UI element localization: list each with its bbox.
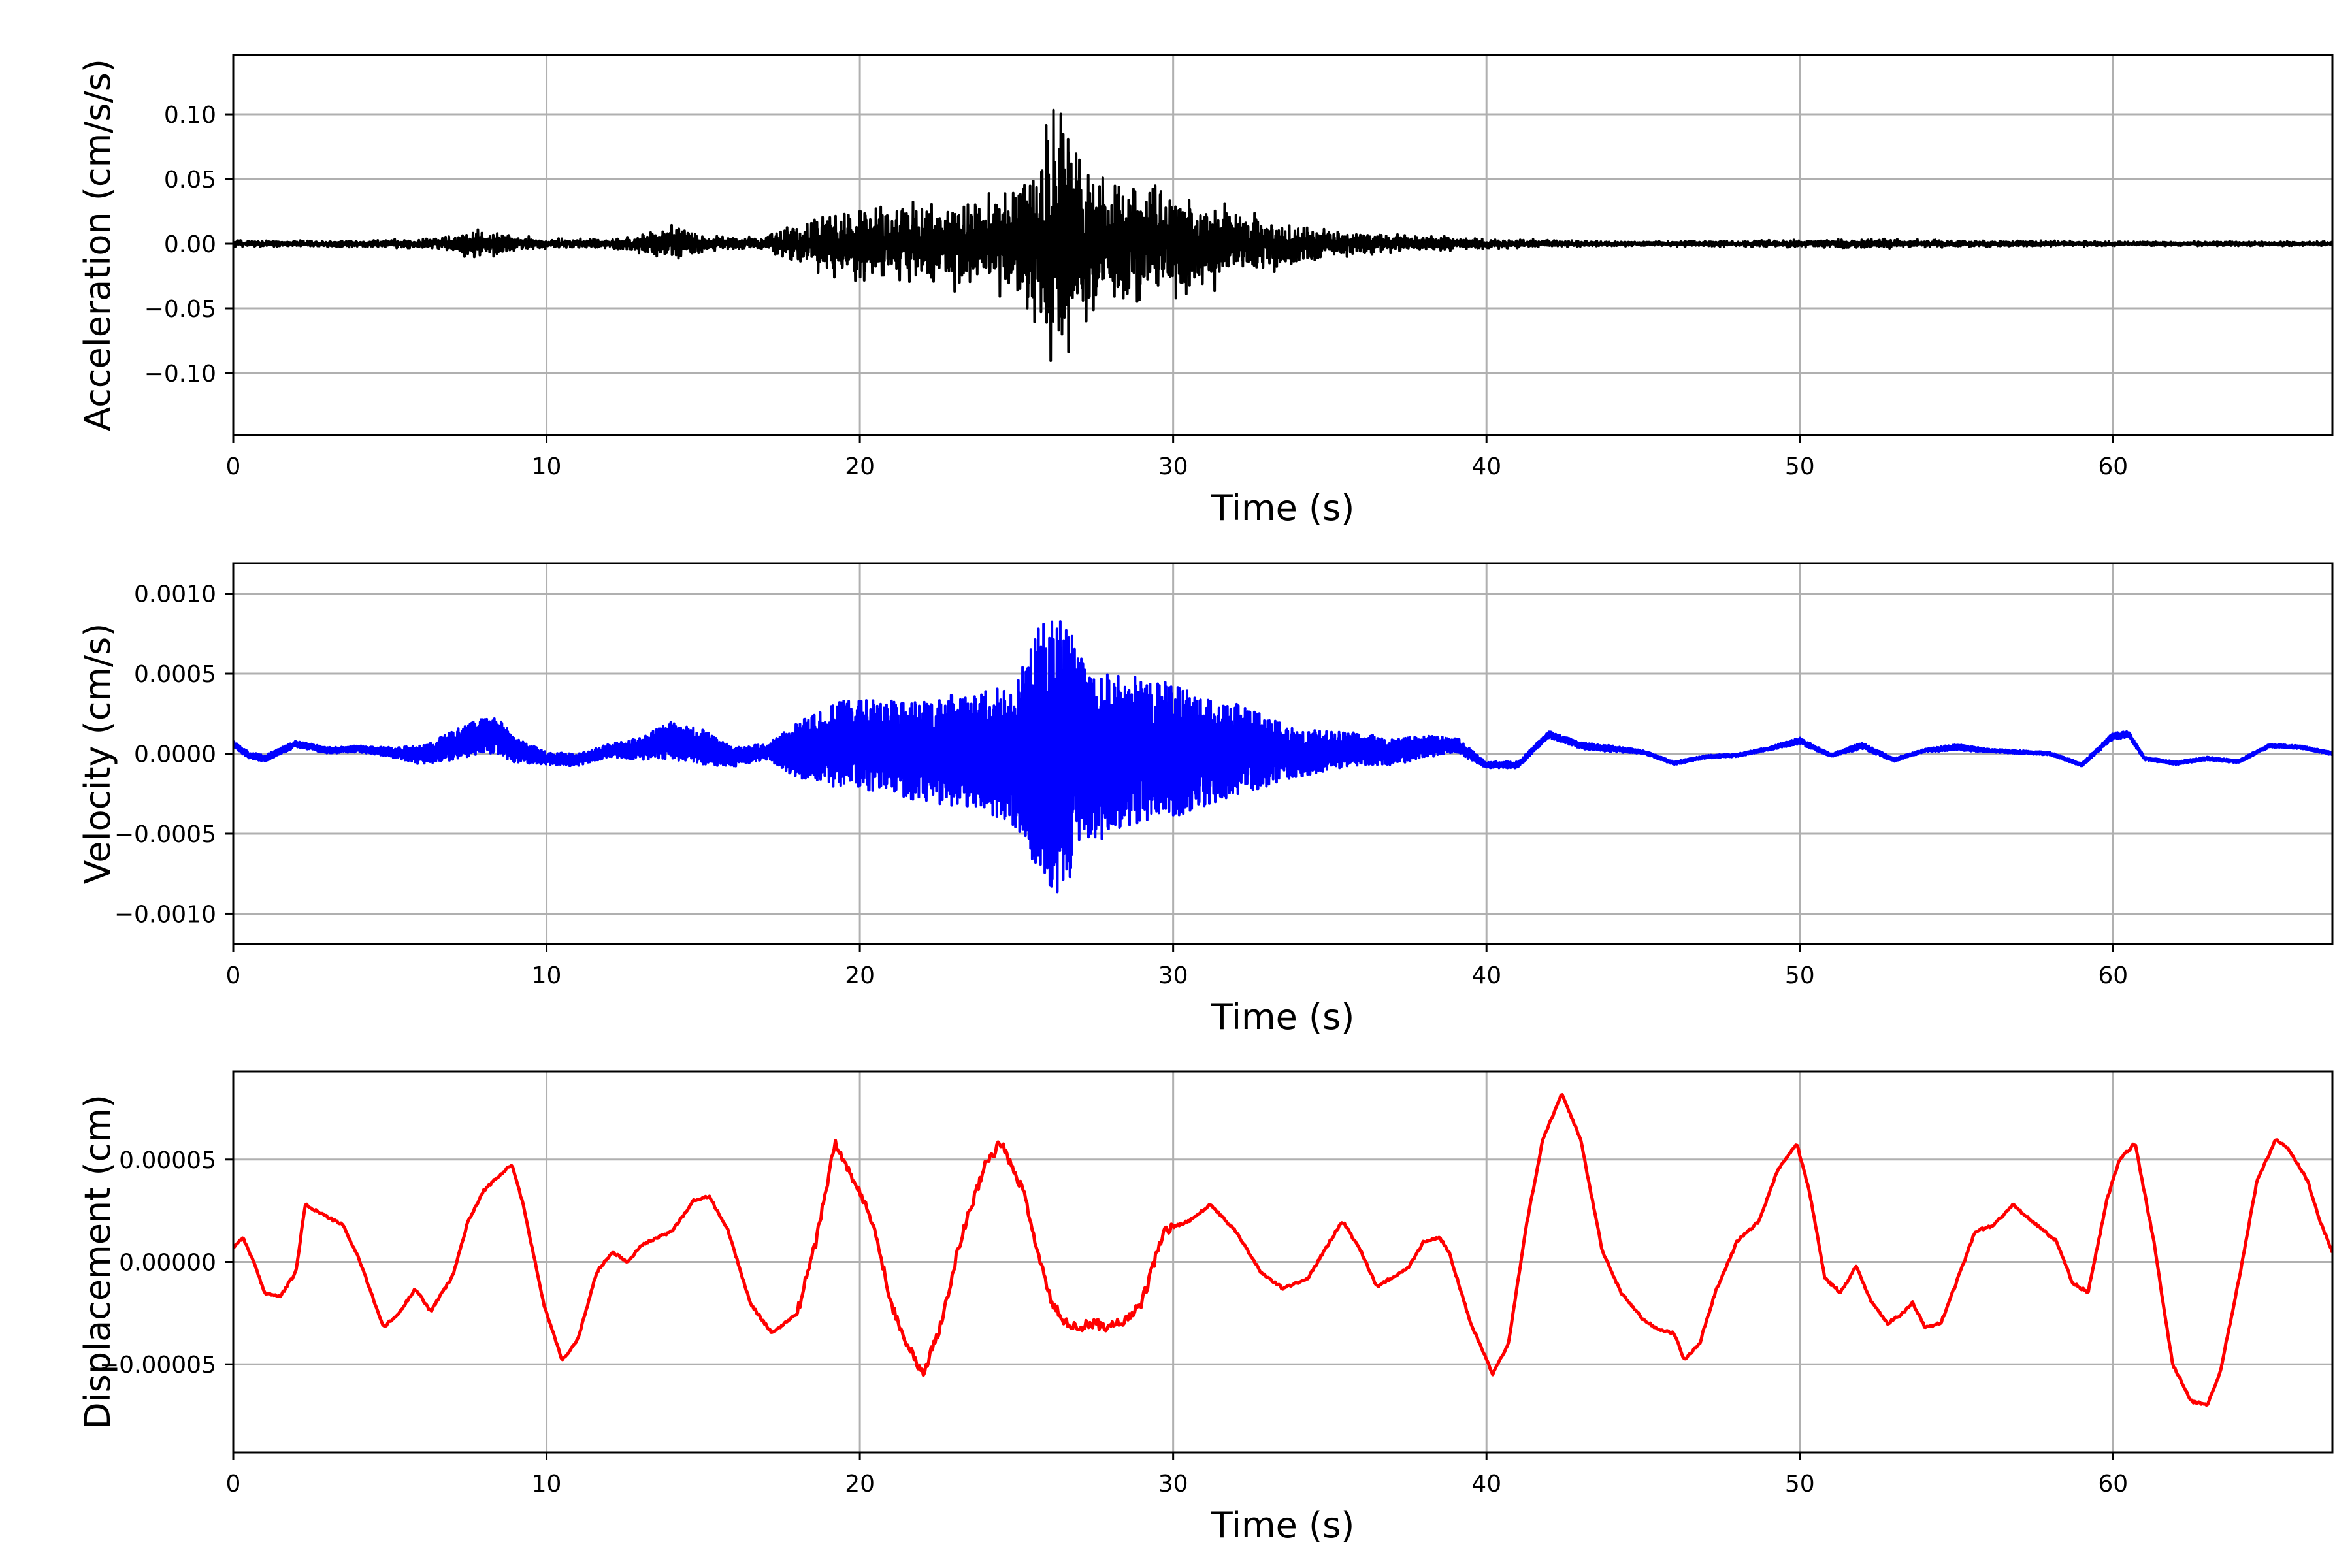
acceleration-x-tick-label: 60 [2098,453,2128,480]
displacement-plot-frame [232,1070,2334,1454]
acceleration-y-tick-label: 0.05 [164,167,216,193]
displacement-y-tick-label: 0.00005 [119,1147,216,1174]
acceleration-x-tick-label: 40 [1471,453,1501,480]
displacement-y-tick-label: 0.00000 [119,1250,216,1277]
velocity-plot-frame [232,562,2334,945]
acceleration-y-tick-label: −0.05 [144,296,216,323]
acceleration-x-tick-label: 0 [226,453,241,480]
acceleration-series-line [233,108,2332,362]
velocity-x-tick-label: 0 [226,962,241,989]
displacement-x-axis-label: Time (s) [1211,1505,1355,1546]
velocity-x-axis-label: Time (s) [1211,996,1355,1037]
displacement-y-axis-label: Displacement (cm) [77,1094,118,1429]
velocity-x-tick-label: 20 [845,962,875,989]
acceleration-x-tick-label: 10 [532,453,562,480]
velocity-y-tick-label: 0.0005 [134,661,216,688]
displacement-series-line [233,1093,2332,1407]
velocity-x-tick-label: 10 [532,962,562,989]
acceleration-y-tick-label: −0.10 [144,361,216,387]
velocity-x-tick-label: 60 [2098,962,2128,989]
velocity-series-line [233,620,2332,894]
displacement-subplot: 0 10 20 30 40 50 60 0.00005 0.00000 −0.00005 Time … [77,1070,2334,1546]
velocity-y-axis-label: Velocity (cm/s) [77,623,118,885]
velocity-x-tick-label: 40 [1471,962,1501,989]
velocity-y-tick-label: −0.0005 [114,821,216,848]
velocity-subplot: 0 10 20 30 40 50 60 0.0010 0.0005 0.0000 −0.0005 −0… [77,562,2334,1037]
acceleration-y-tick-label: 0.00 [164,231,216,258]
displacement-x-tick-label: 0 [226,1471,241,1497]
acceleration-x-axis-label: Time (s) [1211,487,1355,529]
velocity-y-tick-label: −0.0010 [114,901,216,928]
displacement-x-tick-label: 20 [845,1471,875,1497]
acceleration-x-tick-label: 50 [1785,453,1815,480]
acceleration-x-tick-label: 20 [845,453,875,480]
displacement-x-tick-label: 40 [1471,1471,1501,1497]
acceleration-x-tick-label: 30 [1158,453,1188,480]
acceleration-y-axis-label: Acceleration (cm/s/s) [77,59,118,431]
velocity-x-tick-label: 50 [1785,962,1815,989]
velocity-y-tick-label: 0.0010 [134,581,216,608]
displacement-x-tick-label: 50 [1785,1471,1815,1497]
displacement-x-tick-label: 60 [2098,1471,2128,1497]
acceleration-y-tick-label: 0.10 [164,102,216,129]
velocity-y-tick-label: 0.0000 [134,742,216,768]
displacement-x-tick-label: 30 [1158,1471,1188,1497]
displacement-y-tick-label: −0.00005 [99,1352,216,1379]
acceleration-plot-frame [232,54,2334,436]
acceleration-subplot: 0 10 20 30 40 50 60 0.10 0.05 0.00 −0.05 −0.10 Time … [77,54,2334,529]
velocity-x-tick-label: 30 [1158,962,1188,989]
displacement-x-tick-label: 10 [532,1471,562,1497]
